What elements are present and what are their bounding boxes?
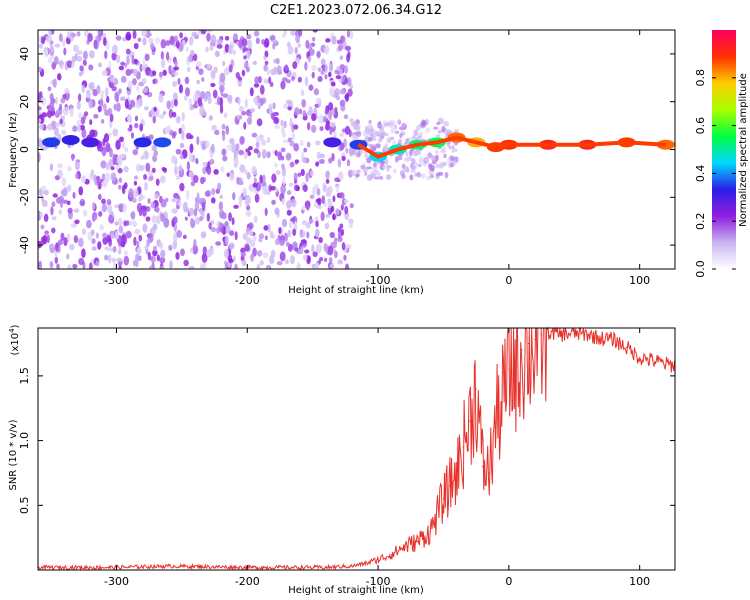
snr-data-point xyxy=(482,465,484,468)
spectrogram-x-tick-label: 0 xyxy=(505,274,512,287)
snr-data-point xyxy=(168,565,170,567)
colorbar-tick-label: 0.6 xyxy=(694,117,707,135)
spectral-band-point xyxy=(153,137,172,148)
snr-data-point xyxy=(665,363,667,365)
snr-data-point xyxy=(390,553,392,556)
snr-y-axis-label: SNR (10 * v/v) xyxy=(8,419,19,490)
snr-data-point xyxy=(626,346,628,349)
spectrogram-y-axis-label: Frequency (Hz) xyxy=(8,112,19,188)
snr-data-point xyxy=(514,362,517,364)
snr-data-point xyxy=(612,339,615,341)
snr-data-point xyxy=(377,559,379,561)
snr-data-point xyxy=(455,472,458,474)
figure-title: C2E1.2023.072.06.34.G12 xyxy=(270,3,442,18)
snr-data-point xyxy=(475,388,477,390)
snr-x-tick-label: 100 xyxy=(629,575,650,588)
spectrogram-x-ticks: -300 -200 -100 0 100 xyxy=(104,30,650,287)
colorbar: 0.0 0.2 0.4 0.6 0.8 Normalized spectral ampl… xyxy=(694,30,749,278)
snr-y-scale-label: (x104) xyxy=(8,324,21,355)
spectrogram-y-tick-label: 20 xyxy=(18,95,31,109)
snr-data-point xyxy=(508,368,510,371)
spectrogram-y-ticks: -40 -20 0 20 40 xyxy=(18,47,675,254)
colorbar-ticks: 0.0 0.2 0.4 0.6 0.8 xyxy=(694,69,736,278)
snr-data-point xyxy=(573,332,575,334)
snr-data-point xyxy=(442,498,445,500)
snr-data-point xyxy=(449,485,451,487)
colorbar-tick-label: 0.0 xyxy=(694,260,707,278)
snr-data-point xyxy=(351,565,353,567)
spectrogram-x-tick-label: -300 xyxy=(104,274,129,287)
snr-line-series xyxy=(37,326,676,572)
snr-x-tick-label: 0 xyxy=(505,575,512,588)
snr-data-point xyxy=(586,333,588,336)
snr-x-tick-label: -300 xyxy=(104,575,129,588)
snr-data-point xyxy=(462,446,464,448)
snr-data-point xyxy=(599,337,602,339)
snr-y-tick-label: 1.5 xyxy=(18,367,31,385)
snr-x-axis-label: Height of straight line (km) xyxy=(288,585,424,596)
snr-data-point xyxy=(521,349,523,351)
spectrogram-x-tick-label: -100 xyxy=(366,274,391,287)
snr-data-point xyxy=(547,331,549,333)
spectral-band-point xyxy=(133,137,152,148)
snr-data-point xyxy=(403,546,405,548)
snr-data-point xyxy=(540,333,543,336)
snr-data-point xyxy=(560,333,562,336)
snr-data-point xyxy=(534,339,536,341)
spectrogram-y-tick-label: 40 xyxy=(18,47,31,61)
snr-noise-trace xyxy=(37,326,675,572)
spectrogram-y-tick-label: 0 xyxy=(18,146,31,153)
spectrogram-y-tick-label: -40 xyxy=(18,236,31,254)
snr-data-point xyxy=(429,530,432,532)
spectrogram-y-tick-label: -20 xyxy=(18,188,31,206)
colorbar-label: Normalized spectral amplitude xyxy=(738,73,749,227)
snr-data-point xyxy=(416,540,418,543)
snr-data-point xyxy=(652,359,654,361)
spectral-band-point xyxy=(323,137,342,148)
snr-frame xyxy=(37,327,676,571)
snr-data-point xyxy=(495,420,497,422)
spectrogram-x-axis-label: Height of straight line (km) xyxy=(288,285,424,296)
spectrogram-x-tick-label: -200 xyxy=(235,274,260,287)
snr-panel: -300 -200 -100 0 100 0.5 1.0 1.5 Height of str… xyxy=(8,324,676,596)
snr-data-point xyxy=(325,566,327,569)
colorbar-tick-label: 0.8 xyxy=(694,69,707,87)
spectral-band-point xyxy=(42,137,61,148)
snr-data-point xyxy=(501,401,503,403)
snr-data-point xyxy=(364,562,366,565)
snr-data-point xyxy=(527,342,530,345)
snr-data-point xyxy=(488,472,490,474)
snr-data-point xyxy=(469,420,471,422)
colorbar-gradient xyxy=(712,30,736,269)
snr-x-tick-label: -200 xyxy=(235,575,260,588)
snr-y-ticks: 0.5 1.0 1.5 xyxy=(18,367,675,514)
colorbar-tick-label: 0.4 xyxy=(694,165,707,183)
spectrogram-noise xyxy=(38,30,460,269)
spectrogram-heatmap xyxy=(38,30,675,269)
spectral-band-point xyxy=(81,137,100,148)
snr-y-tick-label: 0.5 xyxy=(18,497,31,515)
spectral-band-point xyxy=(61,134,80,145)
colorbar-tick-label: 0.2 xyxy=(694,212,707,230)
snr-x-ticks: -300 -200 -100 0 100 xyxy=(104,328,650,588)
spectral-band-line xyxy=(357,135,666,159)
snr-x-tick-label: -100 xyxy=(366,575,391,588)
snr-y-tick-label: 1.0 xyxy=(18,432,31,450)
spectrogram-x-tick-label: 100 xyxy=(629,274,650,287)
snr-data-point xyxy=(639,357,641,359)
